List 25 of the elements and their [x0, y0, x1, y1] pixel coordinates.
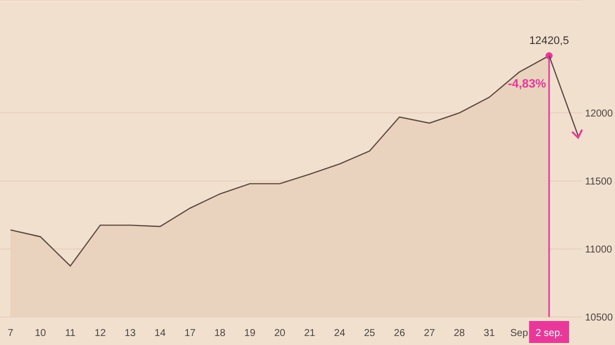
x-tick-label: 28	[454, 328, 466, 339]
x-tick-label: 7	[8, 328, 14, 339]
x-tick-label: 24	[334, 328, 346, 339]
x-tick-label: 21	[304, 328, 316, 339]
x-tick-label: 20	[274, 328, 286, 339]
annotation: 12420,5	[529, 35, 569, 48]
x-tick-label: 25	[364, 328, 376, 339]
x-tick-label: 13	[124, 328, 136, 339]
y-tick-label: 11000	[585, 244, 613, 256]
y-tick-label: 12000	[585, 108, 614, 120]
x-tick-label: 31	[484, 328, 496, 339]
x-tick-label: 27	[424, 328, 436, 339]
x-tick-label: 11	[65, 328, 76, 339]
x-tick-label: Sep	[510, 328, 528, 339]
x-tick-label: 2 sep.	[535, 328, 563, 339]
annotation: -4,83%	[508, 76, 546, 91]
x-tick-label: 26	[394, 328, 406, 339]
y-tick-label: 10500	[585, 312, 614, 324]
x-tick-label: 17	[184, 328, 196, 339]
y-tick-label: 11500	[585, 176, 613, 188]
x-tick-label: 12	[94, 328, 106, 339]
x-tick-label: 19	[244, 328, 256, 339]
x-tick-label: 10	[34, 328, 46, 339]
x-tick-label: 18	[214, 328, 226, 339]
x-tick-label: 14	[154, 328, 166, 339]
